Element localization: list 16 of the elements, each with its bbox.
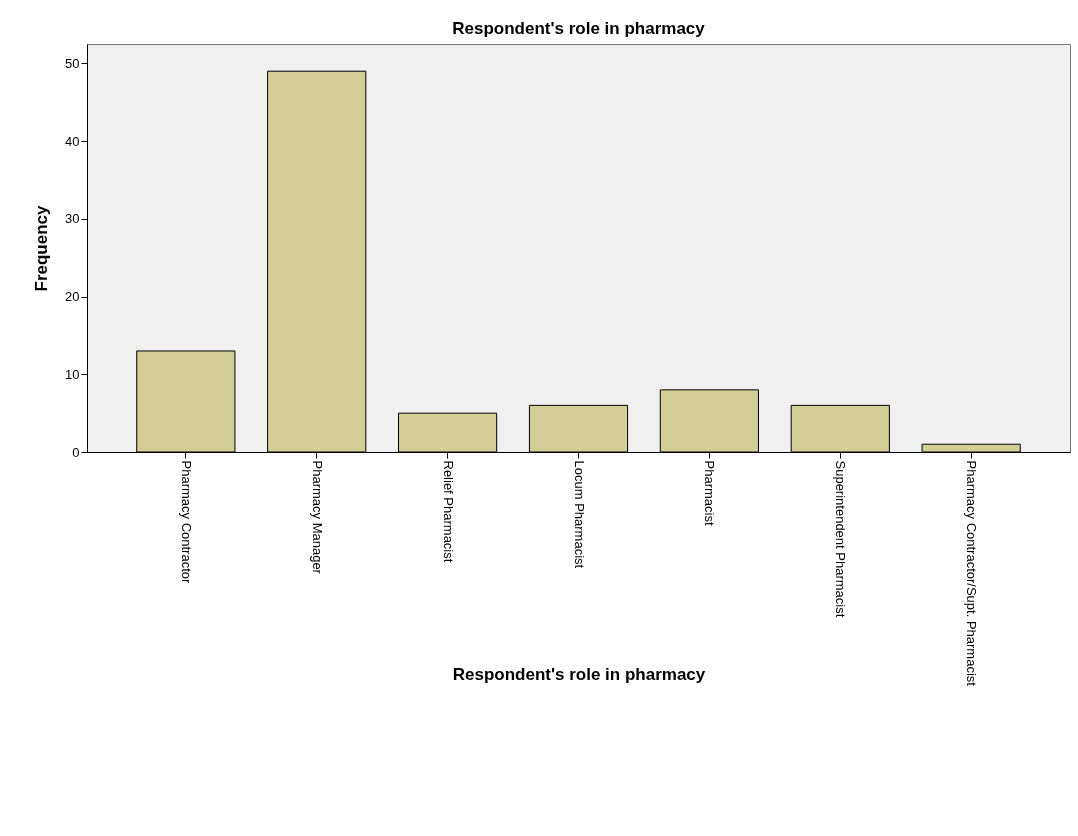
y-tick-label: 10: [65, 366, 80, 382]
y-tick-label: 20: [65, 289, 80, 305]
y-tick-label: 50: [65, 55, 80, 71]
y-axis-title: Frequency: [32, 204, 52, 292]
x-tick-label: Relief Pharmacist: [440, 460, 456, 563]
y-tick-label: 30: [65, 211, 80, 227]
y-tick-label: 0: [72, 444, 80, 460]
x-tick-label: Pharmacy Manager: [309, 460, 325, 575]
x-axis-title: Respondent's role in pharmacy: [452, 664, 706, 684]
x-tick-label: Locum Pharmacist: [571, 460, 587, 569]
chart-title: Respondent's role in pharmacy: [452, 19, 706, 38]
x-tick-label: Pharmacy Contractor: [178, 460, 194, 584]
y-tick-label: 40: [65, 133, 80, 149]
x-tick-label: Pharmacist: [702, 460, 718, 526]
x-tick-label: Superintendent Pharmacist: [833, 460, 849, 618]
x-tick-label: Pharmacy Contractor/Supt. Pharmacist: [964, 460, 980, 687]
